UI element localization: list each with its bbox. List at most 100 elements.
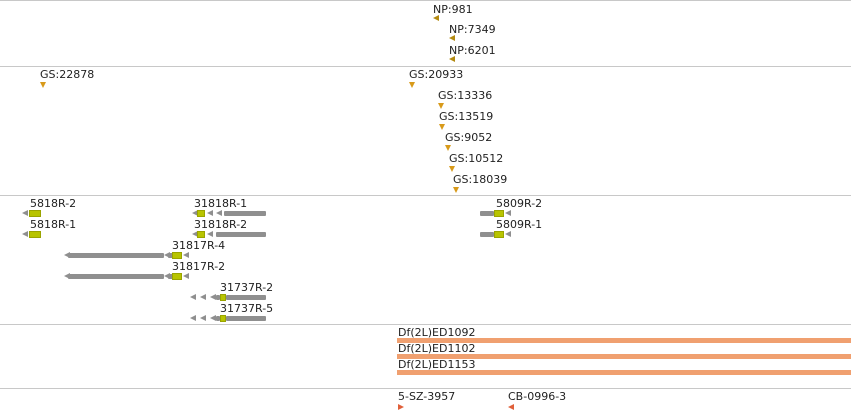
exon bbox=[216, 316, 220, 321]
np-feature-label[interactable]: NP:7349 bbox=[449, 23, 496, 36]
exon bbox=[480, 232, 494, 237]
strand-arrow-icon bbox=[64, 273, 70, 279]
gs-feature-marker-icon[interactable] bbox=[40, 82, 46, 88]
track-divider-np-gs bbox=[0, 66, 851, 67]
coding-exon bbox=[220, 294, 226, 301]
transcript-model[interactable] bbox=[22, 231, 42, 238]
coding-exon bbox=[172, 252, 182, 259]
transcript-model[interactable] bbox=[192, 210, 266, 217]
gs-feature-marker-icon[interactable] bbox=[409, 82, 415, 88]
transcript-model[interactable] bbox=[192, 231, 266, 238]
strand-arrow-icon bbox=[200, 294, 206, 300]
deletion-bar[interactable] bbox=[397, 370, 851, 375]
gs-feature-marker-icon[interactable] bbox=[439, 124, 445, 130]
transcript-label[interactable]: 5809R-1 bbox=[496, 218, 543, 231]
coding-exon bbox=[29, 231, 41, 238]
transcript-label[interactable]: 31818R-1 bbox=[194, 197, 248, 210]
exon bbox=[216, 232, 266, 237]
track-divider-gs-transcripts bbox=[0, 195, 851, 196]
strand-arrow-icon bbox=[505, 231, 511, 237]
deletion-bar[interactable] bbox=[397, 338, 851, 343]
insertion-label[interactable]: CB-0996-3 bbox=[508, 390, 567, 403]
transcript-label[interactable]: 5818R-2 bbox=[30, 197, 77, 210]
track-divider-transcripts-deletions bbox=[0, 324, 851, 325]
transcript-label[interactable]: 31737R-2 bbox=[220, 281, 274, 294]
gs-feature-marker-icon[interactable] bbox=[445, 145, 451, 151]
transcript-model[interactable] bbox=[190, 294, 266, 301]
track-divider-top bbox=[0, 0, 851, 1]
exon bbox=[68, 274, 164, 279]
transcript-model[interactable] bbox=[190, 315, 266, 322]
insertion-marker-icon[interactable] bbox=[398, 404, 404, 410]
exon bbox=[226, 316, 266, 321]
deletion-label[interactable]: Df(2L)ED1153 bbox=[398, 358, 476, 371]
np-feature-label[interactable]: NP:981 bbox=[433, 3, 473, 16]
transcript-model[interactable] bbox=[480, 231, 512, 238]
strand-arrow-icon bbox=[207, 210, 213, 216]
strand-arrow-icon bbox=[210, 294, 216, 300]
strand-arrow-icon bbox=[192, 231, 198, 237]
coding-exon bbox=[494, 210, 504, 217]
transcript-label[interactable]: 31737R-5 bbox=[220, 302, 274, 315]
transcript-label[interactable]: 31817R-4 bbox=[172, 239, 226, 252]
transcript-label[interactable]: 5809R-2 bbox=[496, 197, 543, 210]
track-divider-deletions-insertions bbox=[0, 388, 851, 389]
gs-feature-marker-icon[interactable] bbox=[438, 103, 444, 109]
gs-feature-label[interactable]: GS:13336 bbox=[438, 89, 493, 102]
deletions-track: Df(2L)ED1092 Df(2L)ED1102 Df(2L)ED1153 bbox=[0, 324, 851, 388]
coding-exon bbox=[220, 315, 226, 322]
exon bbox=[168, 274, 174, 279]
exon bbox=[226, 295, 266, 300]
insertion-marker-icon[interactable] bbox=[508, 404, 514, 410]
exon bbox=[168, 253, 174, 258]
transcripts-track: 5818R-2 5818R-1 31818R-1 31818R-2 31817R… bbox=[0, 195, 851, 324]
coding-exon bbox=[197, 210, 205, 217]
strand-arrow-icon bbox=[210, 315, 216, 321]
gs-feature-marker-icon[interactable] bbox=[449, 166, 455, 172]
gs-feature-label[interactable]: GS:20933 bbox=[409, 68, 464, 81]
strand-arrow-icon bbox=[164, 252, 170, 258]
coding-exon bbox=[494, 231, 504, 238]
np-feature-label[interactable]: NP:6201 bbox=[449, 44, 496, 57]
strand-arrow-icon bbox=[207, 231, 213, 237]
insertion-label[interactable]: 5-SZ-3957 bbox=[398, 390, 456, 403]
transcript-model[interactable] bbox=[64, 252, 190, 259]
gs-feature-label[interactable]: GS:18039 bbox=[453, 173, 508, 186]
np-track: NP:981 NP:7349 NP:6201 bbox=[0, 0, 851, 66]
strand-arrow-icon bbox=[190, 294, 196, 300]
strand-arrow-icon bbox=[216, 210, 222, 216]
gs-feature-label[interactable]: GS:22878 bbox=[40, 68, 95, 81]
transcript-model[interactable] bbox=[64, 273, 190, 280]
strand-arrow-icon bbox=[505, 210, 511, 216]
transcript-model[interactable] bbox=[22, 210, 42, 217]
strand-arrow-icon bbox=[200, 315, 206, 321]
strand-arrow-icon bbox=[192, 210, 198, 216]
strand-arrow-icon bbox=[183, 252, 189, 258]
insertions-track: 5-SZ-3957 CB-0996-3 bbox=[0, 388, 851, 413]
transcript-label[interactable]: 31817R-2 bbox=[172, 260, 226, 273]
gs-feature-label[interactable]: GS:13519 bbox=[439, 110, 494, 123]
np-feature-marker-icon[interactable] bbox=[449, 35, 455, 41]
np-feature-marker-icon[interactable] bbox=[433, 15, 439, 21]
transcript-label[interactable]: 31818R-2 bbox=[194, 218, 248, 231]
gs-feature-label[interactable]: GS:9052 bbox=[445, 131, 493, 144]
gs-feature-marker-icon[interactable] bbox=[453, 187, 459, 193]
strand-arrow-icon bbox=[190, 315, 196, 321]
deletion-label[interactable]: Df(2L)ED1092 bbox=[398, 326, 476, 339]
transcript-model[interactable] bbox=[480, 210, 512, 217]
strand-arrow-icon bbox=[64, 252, 70, 258]
coding-exon bbox=[29, 210, 41, 217]
transcript-label[interactable]: 5818R-1 bbox=[30, 218, 77, 231]
exon bbox=[480, 211, 494, 216]
strand-arrow-icon bbox=[164, 273, 170, 279]
gs-feature-label[interactable]: GS:10512 bbox=[449, 152, 504, 165]
np-feature-marker-icon[interactable] bbox=[449, 56, 455, 62]
strand-arrow-icon bbox=[22, 210, 28, 216]
coding-exon bbox=[172, 273, 182, 280]
coding-exon bbox=[197, 231, 205, 238]
strand-arrow-icon bbox=[22, 231, 28, 237]
exon bbox=[216, 295, 220, 300]
exon bbox=[224, 211, 266, 216]
deletion-bar[interactable] bbox=[397, 354, 851, 359]
deletion-label[interactable]: Df(2L)ED1102 bbox=[398, 342, 476, 355]
